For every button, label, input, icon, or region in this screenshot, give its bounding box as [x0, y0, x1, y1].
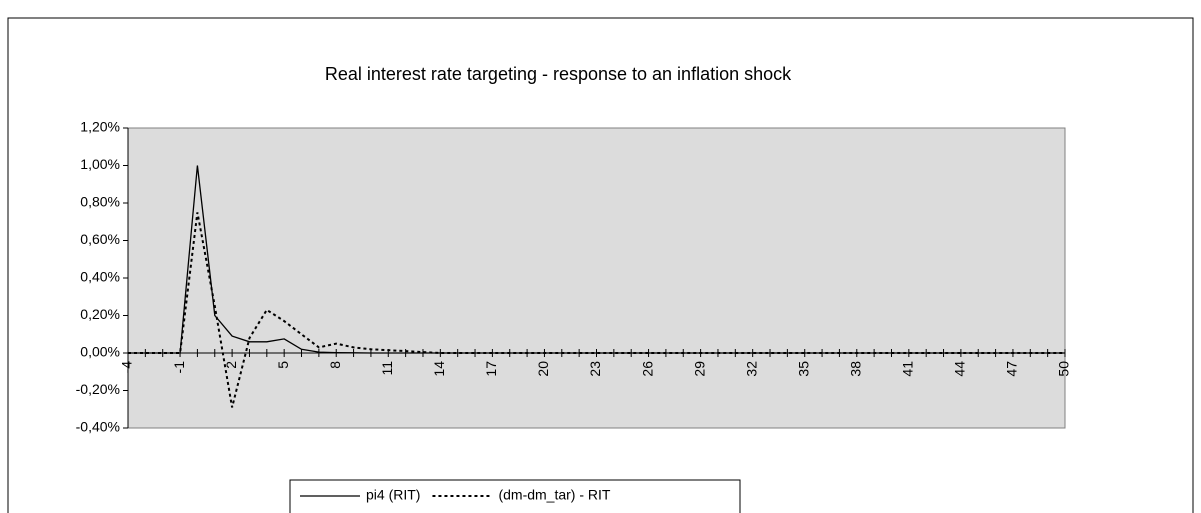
x-tick-label: 50	[1056, 361, 1072, 377]
y-tick-label: 1,00%	[80, 156, 120, 172]
x-tick-label: 44	[952, 361, 968, 377]
x-tick-label: -4	[119, 361, 135, 374]
chart-title: Real interest rate targeting - response …	[325, 64, 792, 84]
chart-border	[7, 17, 1194, 513]
x-tick-label: 23	[587, 361, 603, 377]
x-tick-label: 32	[743, 361, 759, 377]
y-tick-label: -0,20%	[76, 381, 120, 397]
y-tick-label: 0,80%	[80, 194, 120, 210]
x-tick-label: 2	[223, 361, 239, 369]
x-tick-label: 35	[795, 361, 811, 377]
x-tick-label: -1	[171, 361, 187, 374]
series-line	[128, 212, 1065, 408]
y-tick-label: 0,20%	[80, 306, 120, 322]
y-tick-label: 0,00%	[80, 344, 120, 360]
x-tick-label: 41	[900, 361, 916, 377]
x-tick-label: 14	[431, 361, 447, 377]
x-tick-label: 26	[639, 361, 655, 377]
x-tick-label: 38	[847, 361, 863, 377]
y-tick-label: -0,40%	[76, 419, 120, 435]
y-tick-label: 0,60%	[80, 231, 120, 247]
x-tick-label: 20	[535, 361, 551, 377]
x-tick-label: 17	[483, 361, 499, 377]
y-tick-label: 1,20%	[80, 119, 120, 135]
x-tick-label: 47	[1004, 361, 1020, 377]
y-tick-label: 0,40%	[80, 269, 120, 285]
legend-box	[289, 479, 741, 513]
legend-label: pi4 (RIT)	[366, 487, 420, 503]
legend-label: (dm-dm_tar) - RIT	[498, 487, 610, 503]
x-tick-label: 11	[379, 361, 395, 376]
series-line	[128, 165, 1065, 354]
x-tick-label: 5	[275, 361, 291, 369]
plot-area	[127, 127, 1066, 429]
x-tick-label: 29	[691, 361, 707, 377]
x-tick-label: 8	[327, 361, 343, 369]
